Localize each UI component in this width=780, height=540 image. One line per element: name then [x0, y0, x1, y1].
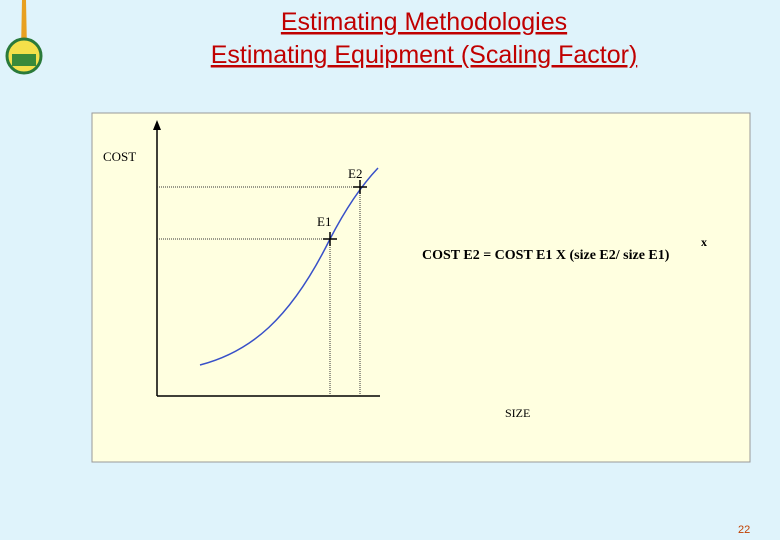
title: Estimating Methodologies [281, 8, 567, 36]
point-marker [323, 232, 337, 246]
point-label: E2 [348, 166, 362, 181]
y-axis-label: COST [103, 149, 136, 164]
point-marker [353, 180, 367, 194]
panel [91, 112, 751, 463]
formula: COST E2 = COST E1 X (size E2/ size E1) [422, 248, 670, 263]
axis-arrow [153, 120, 161, 130]
subtitle: Estimating Equipment (Scaling Factor) [211, 41, 638, 69]
page-number: 22 [738, 524, 750, 536]
point-label: E1 [317, 214, 331, 229]
formula-exponent: x [701, 235, 707, 249]
logo [5, 0, 43, 75]
x-axis-label: SIZE [505, 406, 530, 420]
